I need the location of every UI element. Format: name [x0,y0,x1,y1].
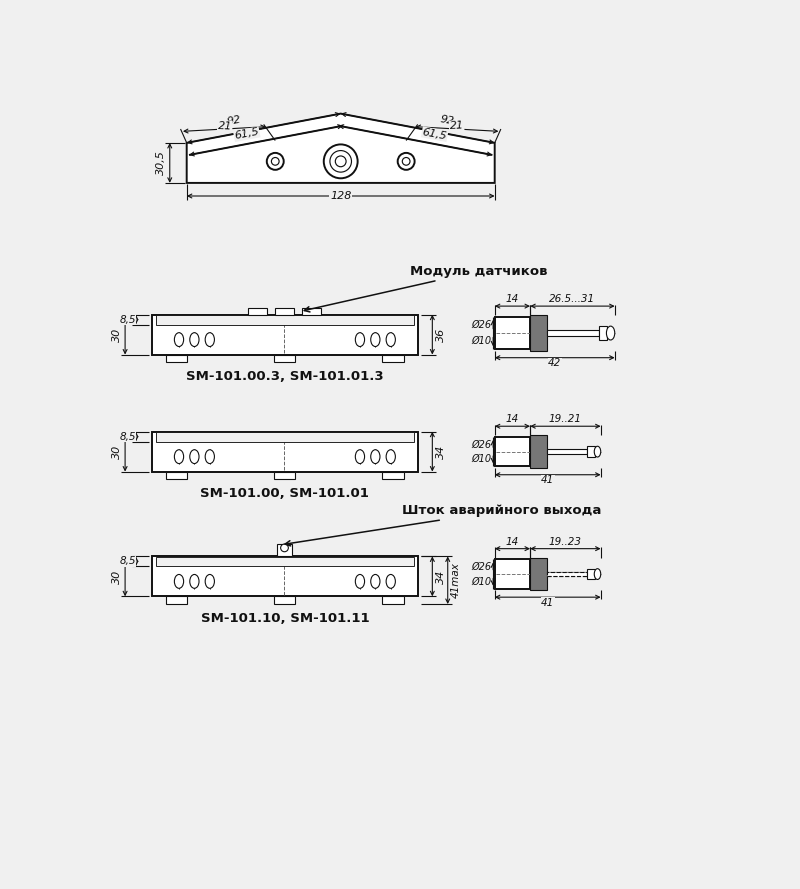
Text: 19..23: 19..23 [549,537,582,547]
Text: 8,5: 8,5 [119,557,136,566]
Text: 14: 14 [506,414,519,424]
Text: 21: 21 [218,121,232,132]
Bar [382,355,404,363]
Text: 92: 92 [439,115,455,127]
Text: 41: 41 [541,597,554,607]
Text: 42: 42 [548,358,562,368]
Ellipse shape [174,332,184,347]
Ellipse shape [190,574,199,589]
Bar [248,308,266,315]
Ellipse shape [386,332,395,347]
Text: 30: 30 [112,327,122,341]
Bar [547,449,587,454]
Text: 36: 36 [436,327,446,341]
Bar [587,446,595,457]
Text: 30,5: 30,5 [155,150,166,175]
Ellipse shape [370,450,380,463]
Bar [166,472,187,479]
Bar [494,316,530,349]
Text: Ø26: Ø26 [471,439,492,449]
Bar [166,597,187,605]
Polygon shape [186,114,494,183]
Text: 30: 30 [112,569,122,583]
Text: Ø26: Ø26 [471,320,492,330]
Text: Ø10: Ø10 [471,454,492,464]
Bar [156,316,414,324]
Text: Ø26: Ø26 [471,562,492,572]
Bar [547,572,587,576]
Bar [274,597,295,605]
Text: 19..21: 19..21 [549,414,582,424]
Circle shape [398,153,414,170]
Bar [494,559,530,589]
Text: Модуль датчиков: Модуль датчиков [304,265,547,312]
Text: 128: 128 [330,191,351,201]
Text: Ø10: Ø10 [471,576,492,587]
Circle shape [324,144,358,179]
Ellipse shape [606,326,614,340]
Text: SM-101.10, SM-101.11: SM-101.10, SM-101.11 [201,612,369,625]
Ellipse shape [174,450,184,463]
Ellipse shape [174,574,184,589]
Text: 61,5: 61,5 [422,127,448,141]
Text: 30: 30 [112,444,122,459]
Text: 8,5: 8,5 [119,315,136,324]
Ellipse shape [386,450,395,463]
Text: 41max: 41max [451,562,461,598]
Bar [274,472,295,479]
Bar [156,432,414,442]
Bar [274,355,295,363]
Bar [156,557,414,566]
Ellipse shape [355,574,365,589]
Text: SM-101.00.3, SM-101.01.3: SM-101.00.3, SM-101.01.3 [186,370,384,383]
Text: 34: 34 [436,569,446,583]
Bar [547,330,599,336]
Bar [382,472,404,479]
Circle shape [266,153,284,170]
Text: 8,5: 8,5 [119,432,136,442]
Text: 61,5: 61,5 [234,127,260,141]
Text: 41: 41 [541,475,554,485]
Ellipse shape [190,450,199,463]
Bar [152,315,418,355]
Bar [494,437,530,466]
Text: Ø10: Ø10 [471,336,492,346]
Bar [599,326,607,340]
Bar [587,569,595,580]
Text: 14: 14 [506,537,519,547]
Text: SM-101.00, SM-101.01: SM-101.00, SM-101.01 [201,487,370,500]
Bar [530,558,547,590]
Text: 21: 21 [450,121,464,132]
Ellipse shape [205,450,214,463]
Bar [530,316,547,351]
Ellipse shape [205,332,214,347]
Bar [275,308,294,315]
Bar [302,308,321,315]
Circle shape [402,157,410,165]
Ellipse shape [594,446,601,457]
Ellipse shape [594,569,601,580]
Ellipse shape [205,574,214,589]
Text: 26.5...31: 26.5...31 [550,294,595,304]
Circle shape [281,544,288,552]
Ellipse shape [386,574,395,589]
Ellipse shape [355,450,365,463]
Ellipse shape [370,574,380,589]
Ellipse shape [355,332,365,347]
Text: Шток аварийного выхода: Шток аварийного выхода [285,504,602,546]
Circle shape [271,157,279,165]
Bar [277,544,292,557]
Circle shape [330,150,351,172]
Circle shape [335,156,346,167]
Text: 92: 92 [226,115,242,127]
Bar [382,597,404,605]
Text: 34: 34 [436,444,446,459]
Bar [530,436,547,468]
Ellipse shape [190,332,199,347]
Bar [152,432,418,472]
Bar [166,355,187,363]
Bar [152,557,418,597]
Ellipse shape [370,332,380,347]
Text: 14: 14 [506,294,519,304]
